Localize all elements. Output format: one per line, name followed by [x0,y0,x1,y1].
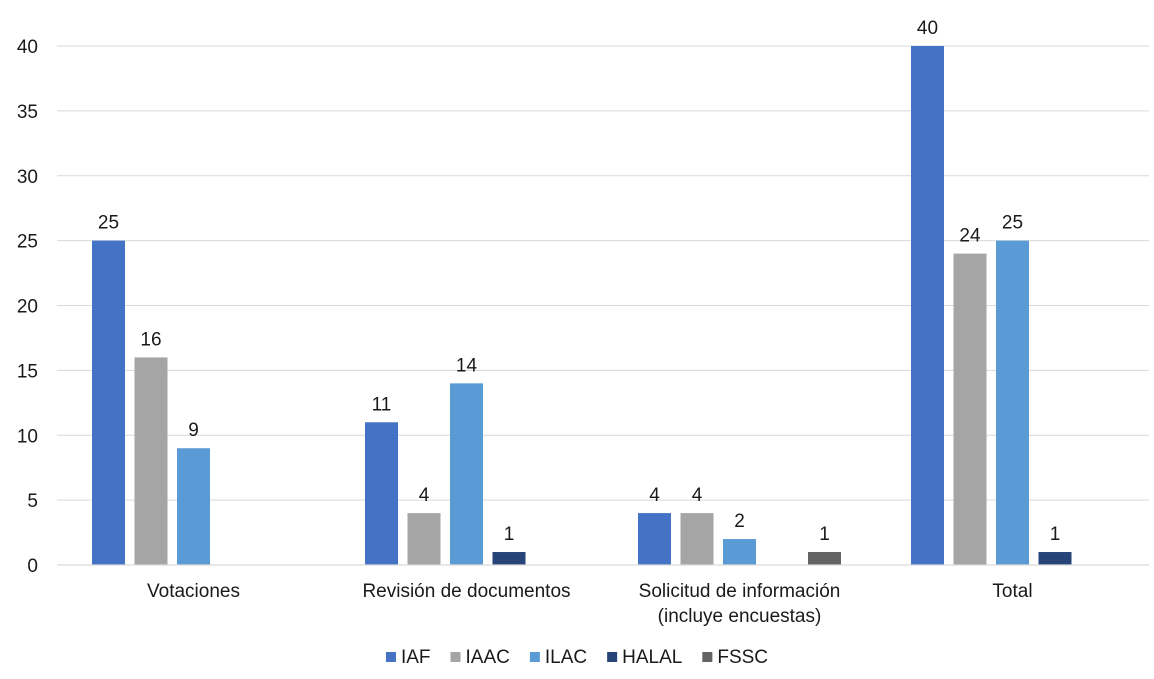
data-label: 9 [188,420,199,441]
legend: IAF IAAC ILAC HALAL FSSC [385,647,768,668]
bar-fssc-2 [808,552,841,565]
bar-iaac-1 [407,513,441,565]
y-tick-label: 30 [17,167,38,188]
x-tick-label: Solicitud de información [639,581,841,602]
data-label: 14 [456,355,478,376]
bar-iaf-0 [92,240,125,565]
legend-swatch [607,652,618,662]
gridlines [57,45,1149,566]
data-label: 25 [1002,213,1023,234]
data-label: 1 [1050,524,1061,545]
legend-label: HALAL [622,647,682,668]
x-tick-label: (incluye encuestas) [658,606,822,627]
legend-swatch [702,652,713,662]
x-tick-label: Votaciones [147,581,240,602]
y-tick-label: 35 [17,102,38,123]
legend-swatch [529,652,540,662]
data-label: 1 [819,524,830,545]
legend-item-fssc: FSSC [702,647,768,668]
bars [92,46,1072,565]
y-tick-label: 10 [17,426,38,447]
x-tick-label: Revisión de documentos [362,581,570,602]
y-tick-label: 20 [17,297,38,318]
data-label: 4 [692,485,703,506]
data-label: 16 [140,329,161,350]
bar-iaac-0 [134,357,168,565]
bar-iaac-3 [953,253,987,565]
bar-iaf-2 [638,513,671,565]
data-label: 1 [504,524,515,545]
data-label: 24 [959,226,981,247]
bar-halal-1 [492,552,526,565]
legend-label: FSSC [717,647,768,668]
legend-swatch [450,652,461,662]
bar-ilac-3 [996,240,1029,565]
data-label: 11 [372,394,392,415]
y-tick-label: 25 [17,232,38,253]
legend-item-ilac: ILAC [529,647,587,668]
bar-ilac-0 [177,448,210,565]
legend-label: IAF [401,647,431,668]
legend-label: ILAC [545,647,587,668]
x-axis: Votaciones Revisión de documentos Solicitu… [57,564,1149,627]
x-tick-label: Total [992,581,1032,602]
y-tick-label: 0 [27,556,38,577]
data-label: 4 [419,485,430,506]
y-axis: 0 5 10 15 20 25 30 35 40 [17,37,38,577]
data-label: 40 [917,18,938,39]
legend-swatch [385,652,396,662]
data-label: 4 [649,485,660,506]
bar-ilac-2 [723,539,756,565]
legend-label: IAAC [466,647,510,668]
data-label: 25 [98,213,119,234]
y-tick-label: 40 [17,37,38,58]
y-tick-label: 5 [27,491,38,512]
bar-iaf-1 [365,422,398,565]
bar-iaac-2 [680,513,714,565]
y-tick-label: 15 [17,361,38,382]
bar-iaf-3 [911,46,944,565]
bar-halal-3 [1038,552,1072,565]
legend-item-iaf: IAF [385,647,431,668]
legend-item-iaac: IAAC [450,647,510,668]
bar-ilac-1 [450,383,483,565]
data-label: 2 [734,511,745,532]
legend-item-halal: HALAL [607,647,682,668]
